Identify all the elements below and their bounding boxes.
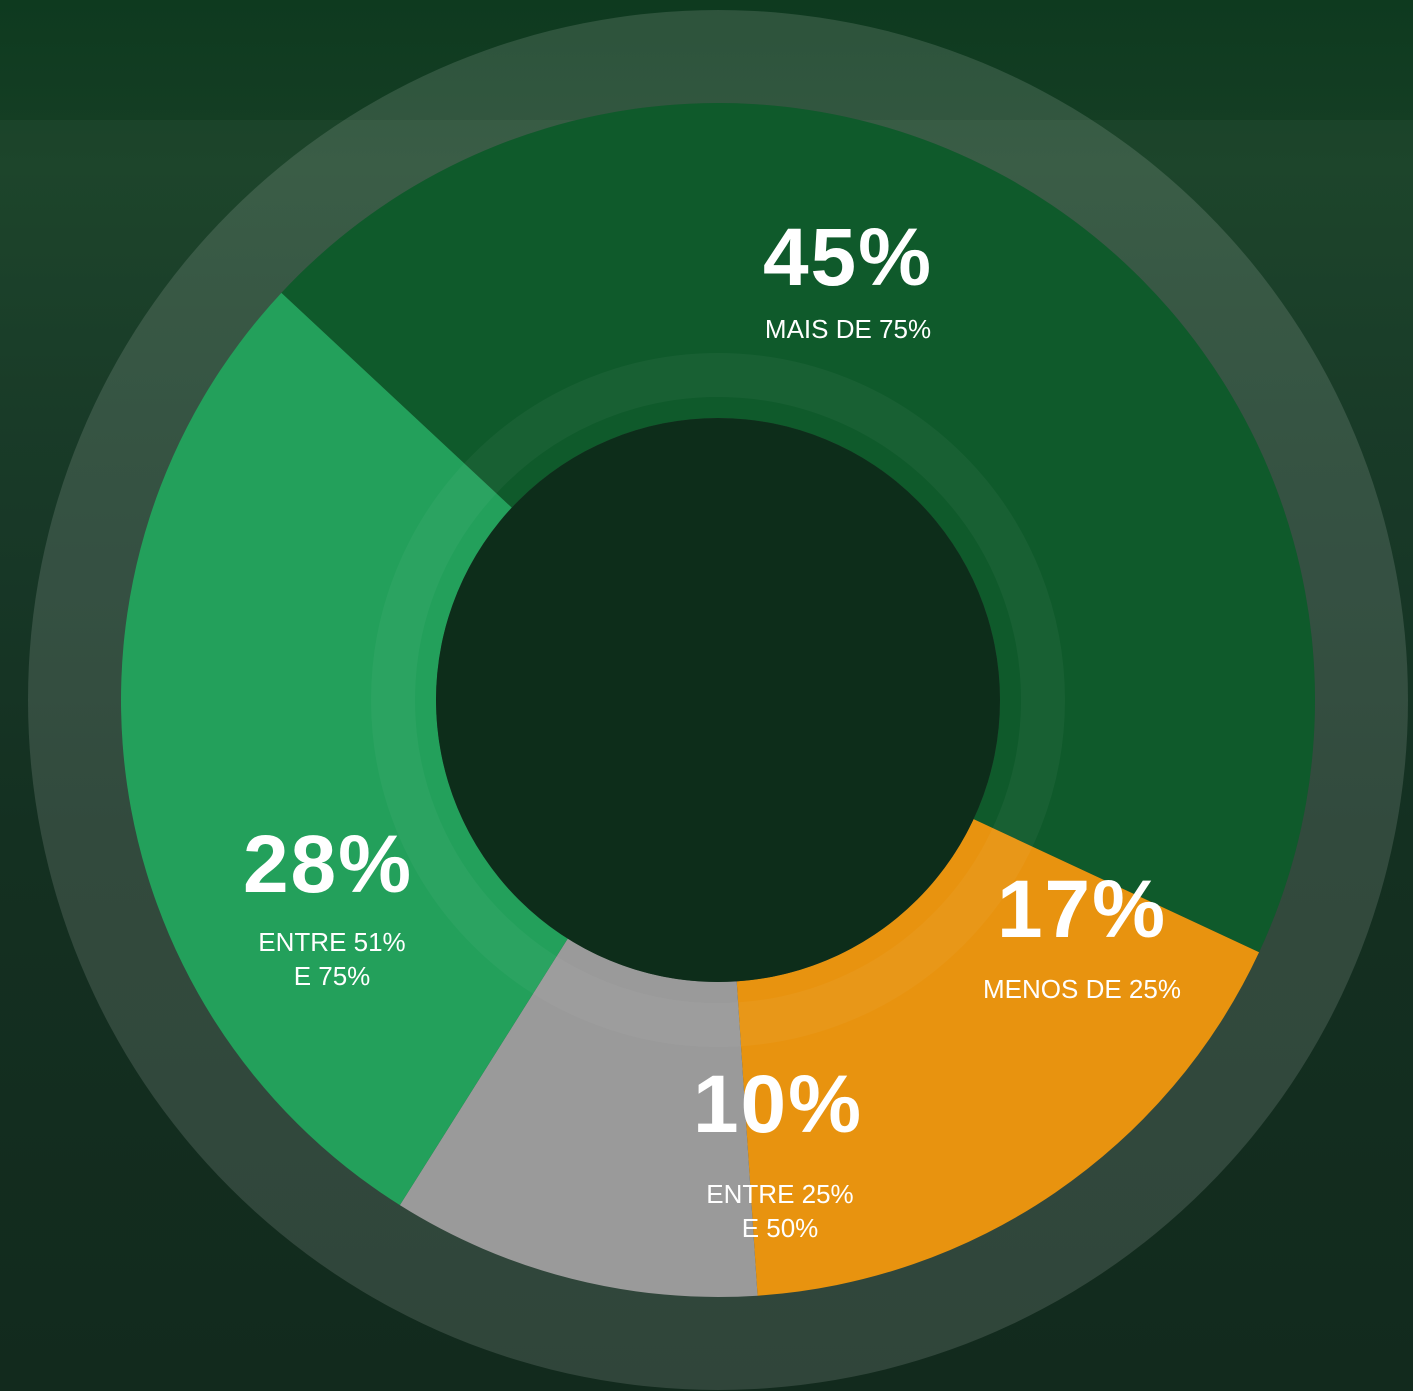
value-label: 28% [242,819,414,910]
category-label: MAIS DE 75% [764,314,932,345]
value-label: 45% [762,212,934,303]
value-label: 17% [996,864,1168,955]
value-label: 10% [692,1059,864,1150]
donut-hole [436,418,1000,982]
category-label: MENOS DE 25% [983,974,1181,1005]
donut-slice [736,819,1260,1296]
inner-glow [371,353,1065,1047]
category-label: ENTRE 51% E 75% [258,927,406,991]
donut-slice [399,938,758,1297]
donut [120,103,1316,1297]
category-label: ENTRE 25% E 50% [706,1179,854,1243]
donut-slice [120,292,568,1206]
donut-slice [281,103,1316,953]
